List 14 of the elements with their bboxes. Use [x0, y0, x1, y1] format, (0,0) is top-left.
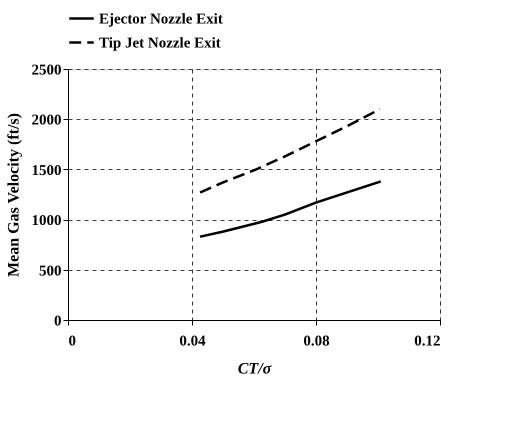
- x-axis-title: CT/σ: [238, 360, 272, 378]
- y-tick-label: 2500: [32, 62, 62, 78]
- y-tick-label: 1500: [32, 162, 62, 179]
- legend-label: Tip Jet Nozzle Exit: [99, 36, 221, 52]
- x-tick-label: 0: [68, 334, 76, 350]
- y-tick-label: 0: [54, 314, 62, 330]
- y-axis-title: Mean Gas Velocity (ft/s): [6, 113, 22, 277]
- x-tick-label: 0.12: [414, 334, 440, 350]
- x-tick-label: 0.08: [303, 334, 330, 350]
- y-tick-label: 500: [39, 263, 62, 280]
- x-tick-label: 0.04: [179, 334, 206, 350]
- legend-label: Ejector Nozzle Exit: [99, 12, 223, 28]
- y-tick-label: 1000: [32, 213, 62, 230]
- y-tick-label: 2000: [32, 112, 62, 129]
